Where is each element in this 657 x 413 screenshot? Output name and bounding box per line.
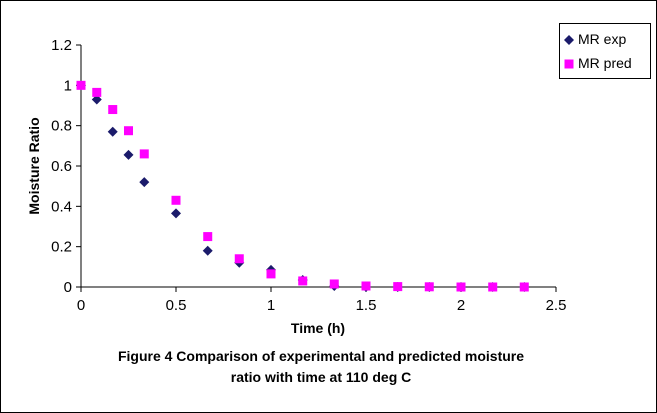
x-tick-label: 0 [77,297,85,314]
legend-item-mr-pred: MR pred [560,53,650,73]
data-point-diamond [91,94,102,105]
data-point-square [456,282,466,292]
data-point-square [298,276,308,286]
y-tick-label: 0.2 [51,239,72,256]
data-point-square [488,282,498,292]
x-tick-label: 0.5 [166,297,187,314]
series-layer [76,80,530,292]
legend-label-mr-exp: MR exp [578,31,627,47]
data-point-square [124,126,133,136]
data-point-square [139,149,149,159]
data-point-square [92,87,102,97]
x-tick-label: 1.5 [356,297,377,314]
data-point-square [171,195,181,205]
series-mr-exp [76,80,530,292]
legend: MR exp MR pred [559,23,651,79]
data-point-square [361,281,371,291]
data-point-diamond [202,245,213,256]
data-point-square [234,254,244,264]
data-point-diamond [123,149,134,160]
legend-label-mr-pred: MR pred [578,55,632,71]
data-point-square [424,282,434,292]
x-axis-title: Time (h) [291,320,345,336]
y-tick-label: 0.4 [51,198,72,215]
figure-caption-line-2: ratio with time at 110 deg C [230,369,412,385]
figure-caption-line-1: Figure 4 Comparison of experimental and … [117,348,525,364]
series-mr-pred [76,80,529,292]
y-tick-label: 0.8 [51,118,72,135]
y-axis-title: Moisture Ratio [26,117,42,214]
ticks: 0 0.2 0.4 0.6 0.8 1 1.2 0 0.5 1 1.5 2 2.5 [51,37,566,314]
data-point-square [266,269,276,279]
x-tick-label: 2 [457,297,465,314]
data-point-diamond [107,126,118,137]
data-point-square [108,105,118,115]
data-point-square [76,80,86,90]
y-tick-label: 0 [64,279,72,296]
data-point-square [519,282,529,292]
diamond-marker-icon [564,35,574,45]
square-marker-icon [564,59,574,69]
x-tick-label: 1 [267,297,275,314]
y-tick-label: 1 [64,77,72,94]
data-point-square [329,279,339,289]
y-tick-label: 0.6 [51,158,72,175]
data-point-square [393,282,403,292]
data-point-diamond [171,208,181,219]
axes [80,45,556,288]
x-tick-label: 2.5 [546,297,567,314]
data-point-square [203,232,213,242]
y-tick-label: 1.2 [51,37,72,54]
legend-item-mr-exp: MR exp [560,29,650,49]
data-point-diamond [139,177,150,188]
